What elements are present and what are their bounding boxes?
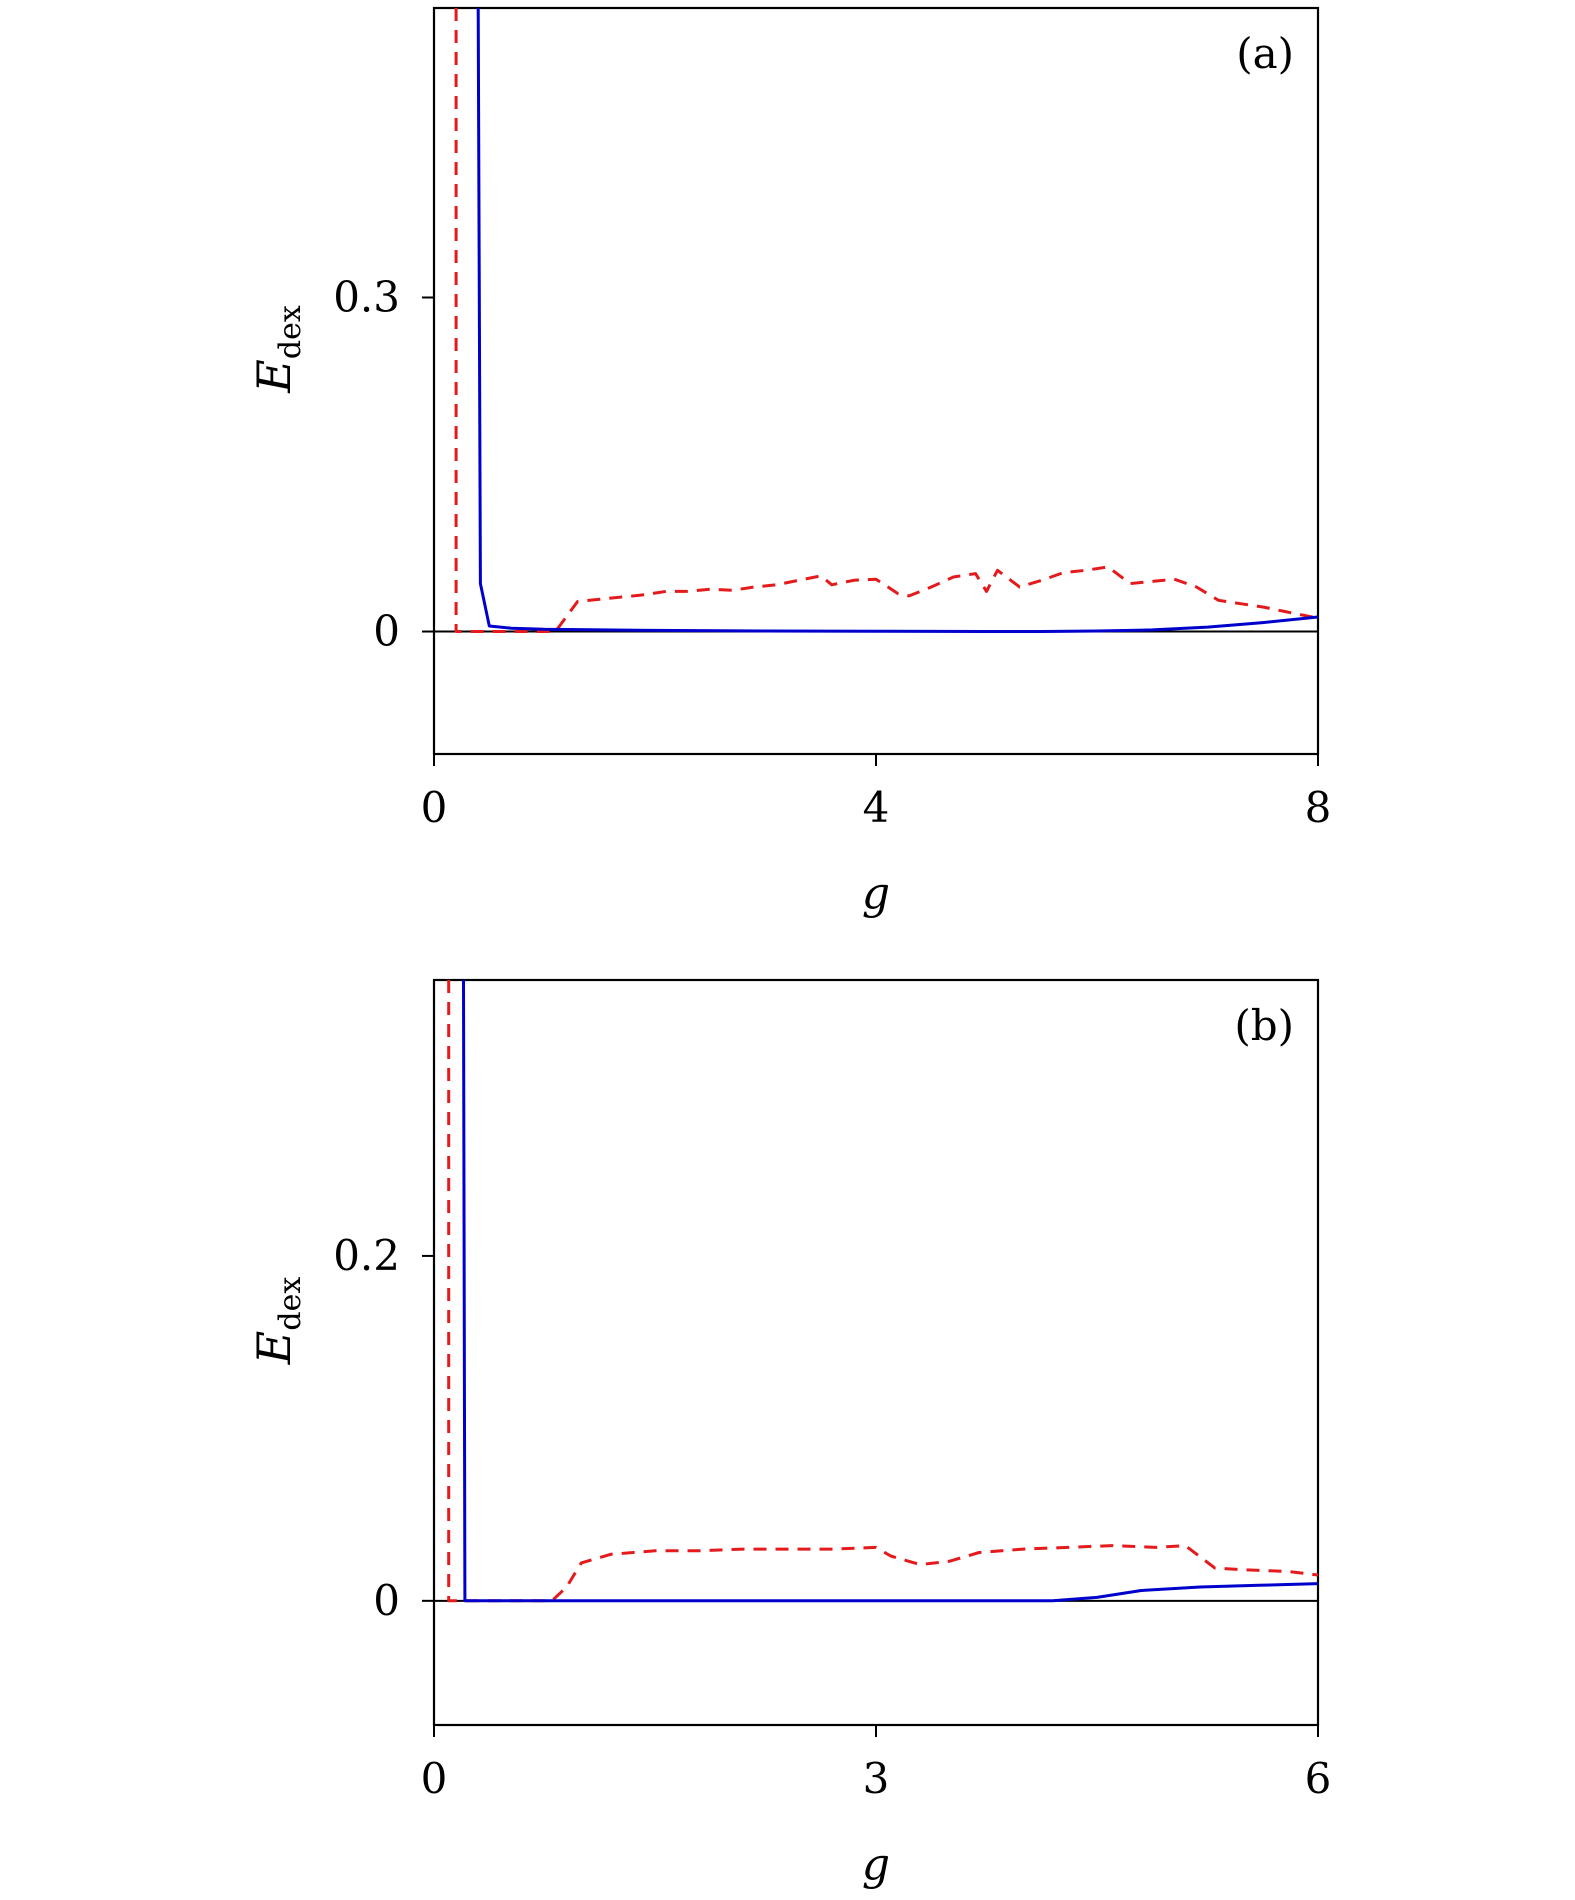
x-tick-label: 4	[863, 783, 890, 832]
dashed-red-series-line	[454, 8, 1318, 633]
x-tick-label: 3	[863, 1754, 890, 1803]
x-tick-label: 6	[1305, 1754, 1332, 1803]
panel-label: (a)	[1236, 29, 1294, 78]
y-tick-label: 0.2	[333, 1231, 400, 1280]
x-tick-label: 0	[421, 783, 448, 832]
panel-label: (b)	[1234, 1001, 1294, 1050]
panel-b: 0 3 6 0 0.2 g Edex (b)	[247, 978, 1332, 1890]
plot-frame	[432, 6, 1320, 756]
y-tick-label: 0.3	[333, 272, 400, 321]
solid-blue-series-line	[476, 8, 1318, 633]
y-tick-label: 0	[373, 607, 400, 656]
y-axis-label-main: E	[247, 359, 301, 394]
panel-a: 0 4 8 0 0.3 g Edex (a)	[247, 6, 1332, 919]
y-axis-label: Edex	[247, 1277, 308, 1366]
x-axis-label: g	[862, 1839, 890, 1890]
y-axis-label-subscript: dex	[273, 1277, 308, 1331]
solid-blue-series-line	[462, 980, 1318, 1603]
y-axis-label-main: E	[247, 1331, 301, 1366]
series-group	[447, 980, 1318, 1603]
y-tick-label: 0	[373, 1576, 400, 1625]
dashed-red-series-line	[447, 980, 1318, 1603]
y-axis-label: Edex	[247, 305, 308, 394]
x-axis-label: g	[862, 868, 890, 919]
x-tick-label: 0	[421, 1754, 448, 1803]
plot-frame	[432, 978, 1320, 1727]
y-axis-label-subscript: dex	[273, 305, 308, 359]
series-group	[454, 8, 1318, 633]
x-tick-label: 8	[1305, 783, 1332, 832]
